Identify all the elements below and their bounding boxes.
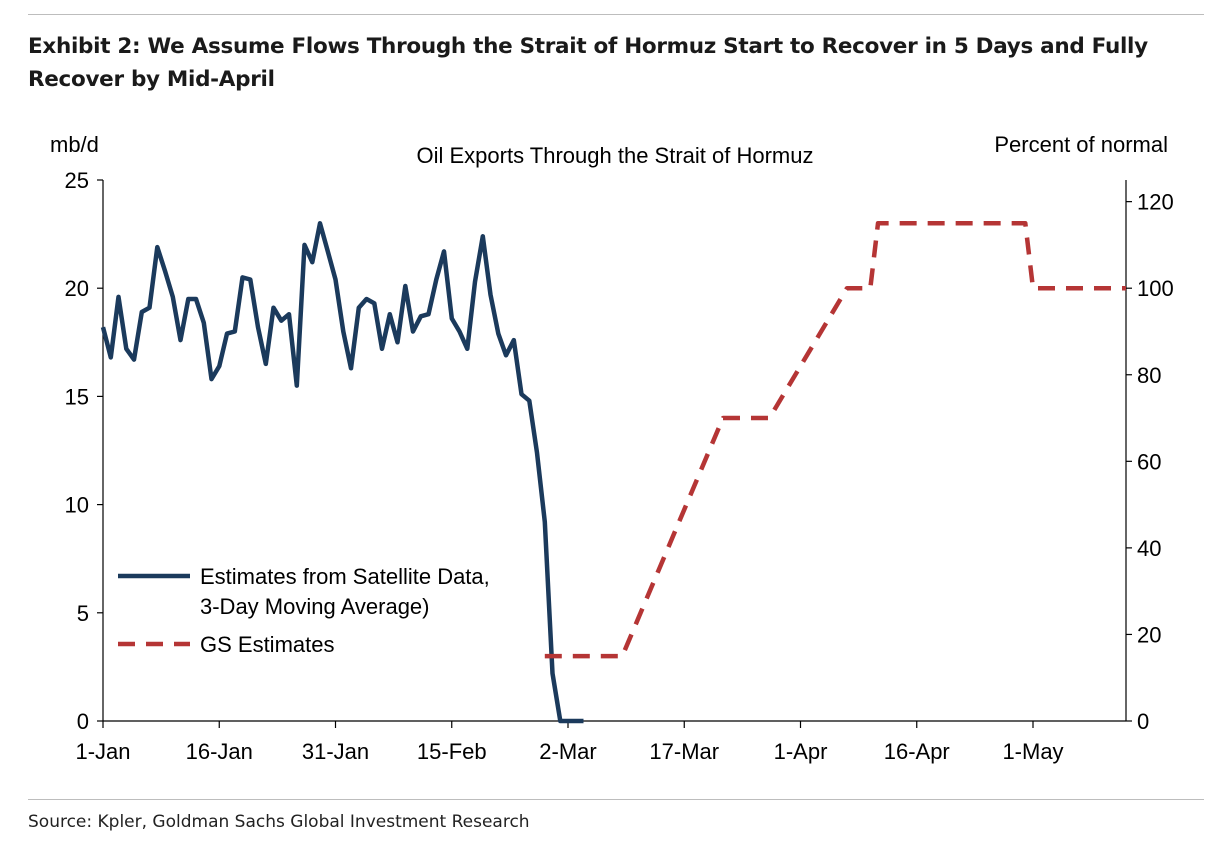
series-layer xyxy=(100,221,1126,724)
bottom-rule xyxy=(28,799,1204,800)
y-right-tick-label: 20 xyxy=(1137,622,1161,647)
y-right-tick-label: 100 xyxy=(1137,276,1174,301)
legend: Estimates from Satellite Data, 3-Day Mov… xyxy=(118,564,490,657)
y-right-tick-label: 60 xyxy=(1137,449,1161,474)
exhibit-title: Exhibit 2: We Assume Flows Through the S… xyxy=(28,34,1148,92)
x-tick-label: 2-Mar xyxy=(539,739,596,764)
y-right-tick-label: 80 xyxy=(1137,363,1161,388)
series-line-satellite xyxy=(100,221,584,724)
series-line-gs-estimates xyxy=(544,221,1126,659)
y-right-tick-label: 120 xyxy=(1137,190,1174,215)
x-tick-label: 15-Feb xyxy=(417,739,487,764)
legend-label-satellite-line2: 3-Day Moving Average) xyxy=(200,594,430,619)
legend-label-gs: GS Estimates xyxy=(200,632,334,657)
x-tick-label: 1-Jan xyxy=(75,739,130,764)
chart-title: Oil Exports Through the Strait of Hormuz xyxy=(417,143,814,168)
y-left-tick-label: 10 xyxy=(65,493,89,518)
y-axis-right-label: Percent of normal xyxy=(994,132,1168,157)
x-tick-label: 1-Apr xyxy=(774,739,828,764)
y-right-tick-label: 40 xyxy=(1137,536,1161,561)
x-tick-label: 17-Mar xyxy=(649,739,719,764)
x-tick-label: 16-Apr xyxy=(884,739,950,764)
y-axis-left-label: mb/d xyxy=(50,132,99,157)
axes: 0 5 10 15 20 25 0 20 40 60 80 100 120 1-Jan 16-Jan 31-J… xyxy=(65,168,1174,764)
legend-label-satellite-line1: Estimates from Satellite Data, xyxy=(200,564,490,589)
y-left-tick-label: 15 xyxy=(65,384,89,409)
x-tick-label: 16-Jan xyxy=(186,739,253,764)
y-left-tick-label: 5 xyxy=(77,601,89,626)
top-rule xyxy=(28,14,1204,15)
y-left-tick-label: 0 xyxy=(77,709,89,734)
x-tick-label: 1-May xyxy=(1002,739,1063,764)
y-left-tick-label: 20 xyxy=(65,276,89,301)
y-right-tick-label: 0 xyxy=(1137,709,1149,734)
x-tick-label: 31-Jan xyxy=(302,739,369,764)
source-note: Source: Kpler, Goldman Sachs Global Inve… xyxy=(28,812,530,832)
y-left-tick-label: 25 xyxy=(65,168,89,193)
